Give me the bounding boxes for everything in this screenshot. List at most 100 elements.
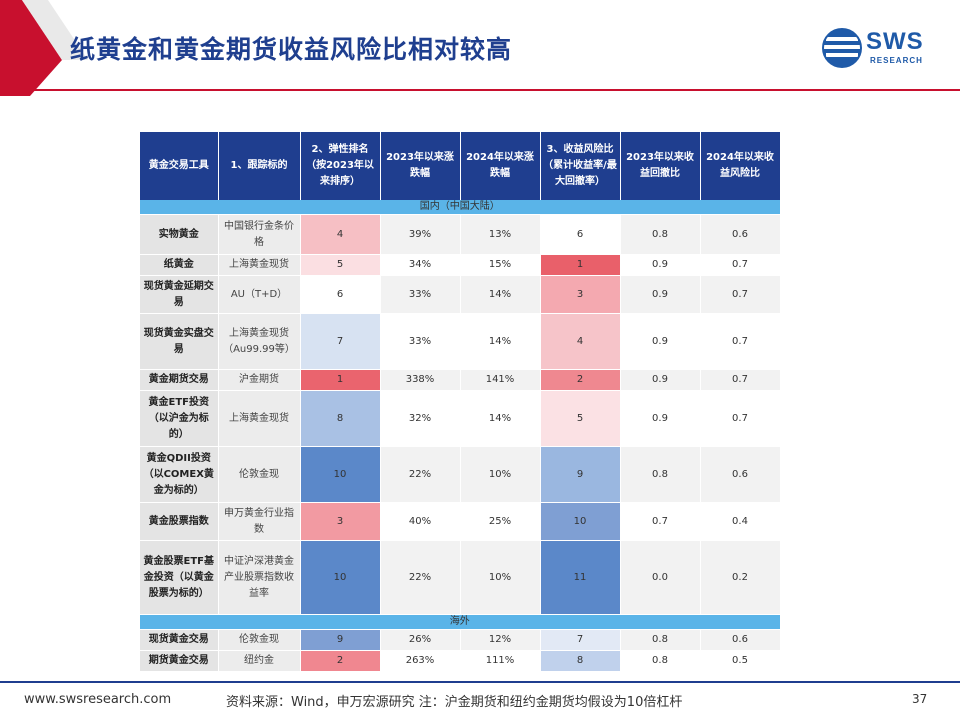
return-2024-cell: 10% — [460, 446, 541, 503]
page-title: 纸黄金和黄金期货收益风险比相对较高 — [70, 35, 513, 64]
rank-cell: 4 — [300, 214, 381, 255]
risk-return-rank-cell: 11 — [540, 540, 621, 615]
column-header: 3、收益风险比（累计收益率/最大回撤率） — [540, 132, 621, 200]
header-rule — [30, 89, 960, 91]
return-2024-cell: 141% — [460, 369, 541, 391]
sws-globe-icon — [822, 28, 862, 68]
risk-return-rank-cell: 1 — [540, 254, 621, 276]
risk-return-rank-cell: 5 — [540, 390, 621, 447]
section-label: 国内（中国大陆） — [140, 200, 781, 215]
return-2023-cell: 26% — [380, 629, 461, 651]
return-2024-cell: 14% — [460, 275, 541, 314]
ratio-2024-cell: 0.7 — [700, 275, 781, 314]
instrument-cell: 纸黄金 — [140, 254, 219, 276]
ratio-2023-cell: 0.8 — [620, 214, 701, 255]
column-header: 2024年以来收益风险比 — [700, 132, 781, 200]
logo-subtext: RESEARCH — [870, 56, 923, 65]
return-2024-cell: 13% — [460, 214, 541, 255]
return-2023-cell: 34% — [380, 254, 461, 276]
section-row-domestic: 国内（中国大陆） — [140, 200, 781, 215]
tracking-cell: AU（T+D） — [218, 275, 301, 314]
tracking-cell: 上海黄金现货 — [218, 254, 301, 276]
ratio-2024-cell: 0.7 — [700, 254, 781, 276]
tracking-cell: 中国银行金条价格 — [218, 214, 301, 255]
gold-instruments-table: 黄金交易工具 1、跟踪标的 2、弹性排名（按2023年以来排序） 2023年以来… — [140, 132, 781, 672]
risk-return-rank-cell: 7 — [540, 629, 621, 651]
section-label: 海外 — [140, 614, 781, 630]
footer-rule — [0, 681, 960, 683]
instrument-cell: 黄金期货交易 — [140, 369, 219, 391]
return-2024-cell: 111% — [460, 650, 541, 672]
rank-cell: 3 — [300, 502, 381, 541]
instrument-cell: 黄金QDII投资（以COMEX黄金为标的） — [140, 446, 219, 503]
return-2024-cell: 14% — [460, 313, 541, 370]
tracking-cell: 中证沪深港黄金产业股票指数收益率 — [218, 540, 301, 615]
ratio-2024-cell: 0.6 — [700, 446, 781, 503]
instrument-cell: 现货黄金实盘交易 — [140, 313, 219, 370]
ratio-2023-cell: 0.0 — [620, 540, 701, 615]
return-2024-cell: 14% — [460, 390, 541, 447]
column-header: 2023年以来收益回撤比 — [620, 132, 701, 200]
header-band: 纸黄金和黄金期货收益风险比相对较高 SWS RESEARCH — [0, 0, 960, 96]
ratio-2024-cell: 0.7 — [700, 390, 781, 447]
table-row: 黄金ETF投资（以沪金为标的） 上海黄金现货 8 32% 14% 5 0.9 0… — [140, 390, 781, 447]
ratio-2024-cell: 0.7 — [700, 313, 781, 370]
tracking-cell: 纽约金 — [218, 650, 301, 672]
ratio-2023-cell: 0.9 — [620, 313, 701, 370]
tracking-cell: 沪金期货 — [218, 369, 301, 391]
return-2023-cell: 40% — [380, 502, 461, 541]
table-row: 期货黄金交易 纽约金 2 263% 111% 8 0.8 0.5 — [140, 650, 781, 672]
table-row: 黄金期货交易 沪金期货 1 338% 141% 2 0.9 0.7 — [140, 369, 781, 391]
ratio-2023-cell: 0.8 — [620, 629, 701, 651]
return-2023-cell: 22% — [380, 446, 461, 503]
column-header: 1、跟踪标的 — [218, 132, 301, 200]
risk-return-rank-cell: 3 — [540, 275, 621, 314]
instrument-cell: 现货黄金交易 — [140, 629, 219, 651]
column-header: 2、弹性排名（按2023年以来排序） — [300, 132, 381, 200]
ratio-2023-cell: 0.9 — [620, 390, 701, 447]
table-row: 黄金股票指数 申万黄金行业指数 3 40% 25% 10 0.7 0.4 — [140, 502, 781, 541]
return-2024-cell: 15% — [460, 254, 541, 276]
table-row: 黄金股票ETF基金投资（以黄金股票为标的） 中证沪深港黄金产业股票指数收益率 1… — [140, 540, 781, 615]
ratio-2023-cell: 0.8 — [620, 446, 701, 503]
ratio-2023-cell: 0.7 — [620, 502, 701, 541]
return-2024-cell: 25% — [460, 502, 541, 541]
rank-cell: 9 — [300, 629, 381, 651]
section-row-overseas: 海外 — [140, 614, 781, 630]
risk-return-rank-cell: 8 — [540, 650, 621, 672]
return-2023-cell: 32% — [380, 390, 461, 447]
rank-cell: 10 — [300, 446, 381, 503]
instrument-cell: 黄金股票ETF基金投资（以黄金股票为标的） — [140, 540, 219, 615]
risk-return-rank-cell: 6 — [540, 214, 621, 255]
footer-website-link[interactable]: www.swsresearch.com — [24, 692, 172, 707]
return-2023-cell: 22% — [380, 540, 461, 615]
return-2023-cell: 39% — [380, 214, 461, 255]
return-2024-cell: 12% — [460, 629, 541, 651]
column-header: 2023年以来涨跌幅 — [380, 132, 461, 200]
tracking-cell: 申万黄金行业指数 — [218, 502, 301, 541]
rank-cell: 7 — [300, 313, 381, 370]
risk-return-rank-cell: 10 — [540, 502, 621, 541]
header-accent-shape — [0, 0, 88, 96]
instrument-cell: 黄金ETF投资（以沪金为标的） — [140, 390, 219, 447]
column-header: 2024年以来涨跌幅 — [460, 132, 541, 200]
ratio-2024-cell: 0.5 — [700, 650, 781, 672]
tracking-cell: 上海黄金现货（Au99.99等） — [218, 313, 301, 370]
tracking-cell: 伦敦金现 — [218, 629, 301, 651]
ratio-2024-cell: 0.6 — [700, 629, 781, 651]
ratio-2024-cell: 0.7 — [700, 369, 781, 391]
ratio-2023-cell: 0.9 — [620, 275, 701, 314]
table-row: 现货黄金交易 伦敦金现 9 26% 12% 7 0.8 0.6 — [140, 629, 781, 651]
rank-cell: 8 — [300, 390, 381, 447]
table-row: 现货黄金延期交易 AU（T+D） 6 33% 14% 3 0.9 0.7 — [140, 275, 781, 314]
table-row: 实物黄金 中国银行金条价格 4 39% 13% 6 0.8 0.6 — [140, 214, 781, 255]
rank-cell: 2 — [300, 650, 381, 672]
risk-return-rank-cell: 9 — [540, 446, 621, 503]
page-number: 37 — [912, 692, 928, 706]
instrument-cell: 现货黄金延期交易 — [140, 275, 219, 314]
return-2023-cell: 33% — [380, 313, 461, 370]
instrument-cell: 黄金股票指数 — [140, 502, 219, 541]
table-row: 现货黄金实盘交易 上海黄金现货（Au99.99等） 7 33% 14% 4 0.… — [140, 313, 781, 370]
instrument-cell: 实物黄金 — [140, 214, 219, 255]
return-2023-cell: 263% — [380, 650, 461, 672]
